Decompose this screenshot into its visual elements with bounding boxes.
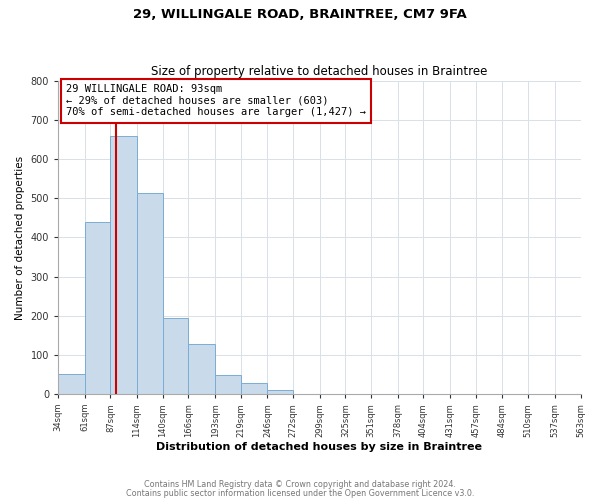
- Text: 29 WILLINGALE ROAD: 93sqm
← 29% of detached houses are smaller (603)
70% of semi: 29 WILLINGALE ROAD: 93sqm ← 29% of detac…: [66, 84, 366, 117]
- Y-axis label: Number of detached properties: Number of detached properties: [15, 156, 25, 320]
- Bar: [241, 384, 268, 394]
- X-axis label: Distribution of detached houses by size in Braintree: Distribution of detached houses by size …: [156, 442, 482, 452]
- Bar: [268, 390, 293, 394]
- Bar: [163, 318, 188, 394]
- Bar: [110, 136, 137, 394]
- Text: 29, WILLINGALE ROAD, BRAINTREE, CM7 9FA: 29, WILLINGALE ROAD, BRAINTREE, CM7 9FA: [133, 8, 467, 20]
- Text: Contains HM Land Registry data © Crown copyright and database right 2024.: Contains HM Land Registry data © Crown c…: [144, 480, 456, 489]
- Bar: [137, 192, 163, 394]
- Text: Contains public sector information licensed under the Open Government Licence v3: Contains public sector information licen…: [126, 489, 474, 498]
- Bar: [85, 222, 110, 394]
- Title: Size of property relative to detached houses in Braintree: Size of property relative to detached ho…: [151, 66, 487, 78]
- Bar: [188, 344, 215, 394]
- Bar: [215, 375, 241, 394]
- Bar: [58, 374, 85, 394]
